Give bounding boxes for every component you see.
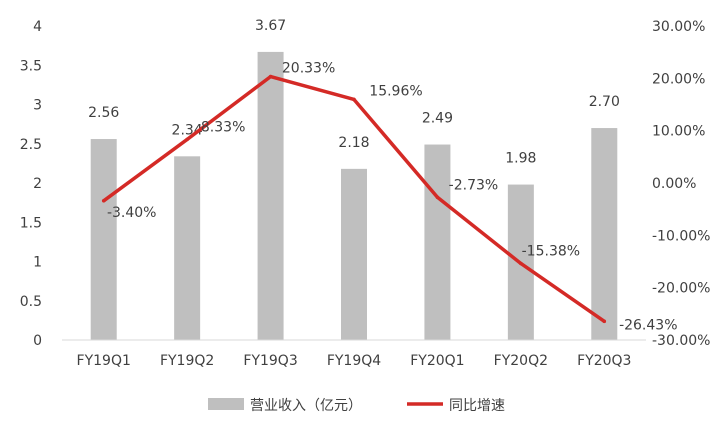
line-data-label: -2.73% — [449, 177, 499, 193]
right-tick-label: -10.00% — [652, 228, 710, 244]
x-tick-label: FY19Q2 — [160, 353, 214, 369]
x-tick-label: FY20Q2 — [494, 353, 548, 369]
legend: 营业收入（亿元） 同比增速 — [208, 398, 505, 414]
line-data-label: 15.96% — [369, 83, 422, 99]
bar — [341, 168, 367, 340]
bar — [591, 128, 618, 340]
legend-label-revenue: 营业收入（亿元） — [250, 398, 362, 414]
left-tick-label: 1 — [33, 255, 42, 271]
x-tick-label: FY19Q1 — [77, 353, 131, 369]
right-tick-label: -20.00% — [652, 281, 710, 297]
line-data-label: -26.43% — [619, 317, 677, 333]
line-point — [602, 319, 607, 324]
bar — [257, 51, 284, 340]
right-tick-label: 20.00% — [652, 71, 705, 87]
bar-data-label: 2.18 — [338, 135, 369, 151]
bar-data-labels: 2.562.343.672.182.491.982.70 — [88, 18, 620, 167]
bar — [424, 144, 451, 340]
x-tick-label: FY19Q3 — [243, 353, 297, 369]
line-data-label: 20.33% — [282, 61, 335, 77]
left-tick-label: 3.5 — [20, 58, 42, 74]
line-series — [101, 74, 607, 324]
line-point — [435, 195, 440, 200]
x-tick-label: FY20Q3 — [577, 353, 631, 369]
line-data-labels: -3.40% 8.33% 20.33% 15.96% -2.73% -15.38% -26.… — [107, 61, 678, 334]
x-axis-ticks: FY19Q1 FY19Q2 FY19Q3 FY19Q4 FY20Q1 FY20Q2 FY20… — [77, 353, 632, 369]
left-tick-label: 2 — [33, 176, 42, 192]
line-point — [352, 97, 356, 102]
line-data-label: -3.40% — [107, 205, 157, 221]
bar-data-label: 2.56 — [88, 105, 119, 121]
line-point — [268, 74, 273, 79]
x-tick-label: FY20Q1 — [410, 353, 464, 369]
line-data-label: 8.33% — [201, 119, 245, 135]
left-tick-label: 1.5 — [20, 215, 42, 231]
left-tick-label: 0 — [33, 333, 42, 349]
bar-data-label: 3.67 — [255, 18, 286, 34]
right-axis-ticks: -30.00% -20.00% -10.00% 0.00% 10.00% 20.00% 30… — [652, 19, 710, 349]
left-tick-label: 2.5 — [20, 137, 42, 153]
bar — [90, 139, 117, 340]
bar-data-label: 1.98 — [505, 151, 536, 167]
left-tick-label: 4 — [33, 19, 42, 35]
right-tick-label: -30.00% — [652, 333, 710, 349]
line-point — [519, 261, 523, 266]
line-point — [185, 137, 189, 142]
line-data-label: -15.38% — [522, 243, 580, 259]
bar-data-label: 2.70 — [589, 94, 620, 110]
left-axis-ticks: 0 0.5 1 1.5 2 2.5 3 3.5 4 — [20, 19, 42, 349]
line-point — [101, 198, 106, 203]
x-tick-label: FY19Q4 — [327, 353, 381, 369]
bar-series — [90, 51, 618, 340]
left-tick-label: 3 — [33, 98, 42, 114]
left-tick-label: 0.5 — [20, 294, 42, 310]
legend-bar-swatch — [208, 398, 244, 410]
legend-label-growth: 同比增速 — [449, 398, 505, 414]
bar-data-label: 2.49 — [422, 111, 453, 127]
bar — [174, 156, 201, 340]
right-tick-label: 30.00% — [652, 19, 705, 35]
right-tick-label: 0.00% — [652, 176, 696, 192]
right-tick-label: 10.00% — [652, 124, 705, 140]
